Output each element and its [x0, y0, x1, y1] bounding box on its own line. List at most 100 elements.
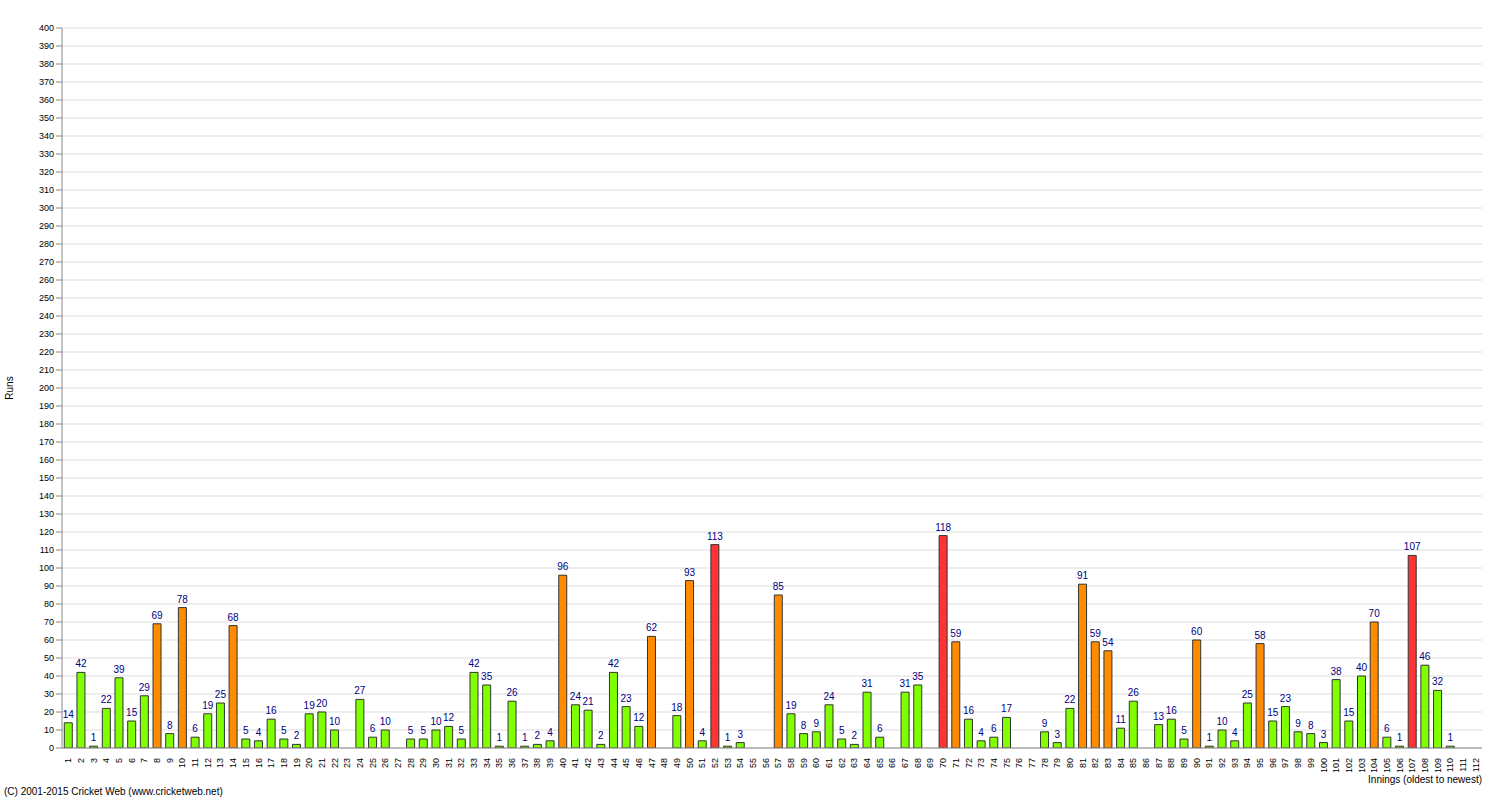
svg-text:52: 52 — [710, 758, 720, 768]
svg-text:210: 210 — [39, 365, 54, 375]
svg-text:34: 34 — [482, 758, 492, 768]
svg-text:42: 42 — [75, 658, 87, 669]
svg-text:82: 82 — [1090, 758, 1100, 768]
svg-text:69: 69 — [925, 758, 935, 768]
svg-text:15: 15 — [126, 707, 138, 718]
svg-text:24: 24 — [355, 758, 365, 768]
svg-text:112: 112 — [1471, 758, 1481, 772]
svg-text:20: 20 — [44, 707, 54, 717]
svg-text:70: 70 — [938, 758, 948, 768]
svg-text:11: 11 — [1115, 714, 1126, 725]
svg-text:54: 54 — [735, 758, 745, 768]
svg-text:92: 92 — [1217, 758, 1227, 768]
svg-text:60: 60 — [1191, 626, 1203, 637]
svg-text:15: 15 — [1343, 707, 1355, 718]
svg-text:16: 16 — [254, 758, 264, 768]
svg-text:98: 98 — [1293, 758, 1303, 768]
svg-text:53: 53 — [723, 758, 733, 768]
svg-text:6: 6 — [877, 723, 883, 734]
svg-text:1: 1 — [91, 732, 97, 743]
svg-text:38: 38 — [1331, 666, 1343, 677]
svg-text:260: 260 — [39, 275, 54, 285]
svg-text:150: 150 — [39, 473, 54, 483]
svg-text:19: 19 — [785, 700, 797, 711]
svg-text:2: 2 — [852, 730, 858, 741]
svg-text:2: 2 — [535, 730, 541, 741]
svg-text:93: 93 — [1230, 758, 1240, 768]
svg-text:70: 70 — [44, 617, 54, 627]
svg-text:109: 109 — [1433, 758, 1443, 772]
svg-text:55: 55 — [748, 758, 758, 768]
svg-text:10: 10 — [329, 716, 341, 727]
svg-text:4: 4 — [256, 727, 262, 738]
svg-text:2: 2 — [598, 730, 604, 741]
svg-text:93: 93 — [684, 567, 696, 578]
svg-text:87: 87 — [1154, 758, 1164, 768]
svg-text:75: 75 — [1002, 758, 1012, 768]
svg-text:35: 35 — [481, 671, 493, 682]
svg-text:103: 103 — [1357, 758, 1367, 772]
svg-text:3: 3 — [89, 758, 99, 763]
svg-text:4: 4 — [699, 727, 705, 738]
svg-text:66: 66 — [887, 758, 897, 768]
svg-text:59: 59 — [1090, 628, 1102, 639]
svg-text:32: 32 — [1432, 676, 1444, 687]
svg-text:40: 40 — [44, 671, 54, 681]
svg-text:17: 17 — [266, 758, 276, 768]
svg-text:23: 23 — [621, 693, 633, 704]
svg-text:Runs: Runs — [8, 376, 15, 399]
svg-text:21: 21 — [583, 696, 595, 707]
svg-text:6: 6 — [192, 723, 198, 734]
svg-text:250: 250 — [39, 293, 54, 303]
svg-text:9: 9 — [814, 718, 820, 729]
svg-text:40: 40 — [558, 758, 568, 768]
svg-text:88: 88 — [1166, 758, 1176, 768]
svg-text:120: 120 — [39, 527, 54, 537]
svg-text:95: 95 — [1255, 758, 1265, 768]
svg-text:1: 1 — [1397, 732, 1403, 743]
svg-text:3: 3 — [737, 729, 743, 740]
svg-text:320: 320 — [39, 167, 54, 177]
svg-text:50: 50 — [685, 758, 695, 768]
svg-text:280: 280 — [39, 239, 54, 249]
svg-text:1: 1 — [497, 732, 503, 743]
svg-text:33: 33 — [469, 758, 479, 768]
svg-text:104: 104 — [1369, 758, 1379, 772]
svg-text:350: 350 — [39, 113, 54, 123]
svg-text:80: 80 — [44, 599, 54, 609]
svg-text:1: 1 — [725, 732, 731, 743]
svg-text:48: 48 — [659, 758, 669, 768]
svg-text:40: 40 — [1356, 662, 1368, 673]
svg-text:100: 100 — [1319, 758, 1329, 772]
svg-text:22: 22 — [1064, 694, 1076, 705]
svg-text:110: 110 — [40, 545, 54, 555]
svg-text:89: 89 — [1179, 758, 1189, 768]
svg-text:39: 39 — [113, 664, 125, 675]
svg-text:64: 64 — [862, 758, 872, 768]
svg-text:25: 25 — [1242, 689, 1254, 700]
svg-text:10: 10 — [44, 725, 54, 735]
svg-text:20: 20 — [316, 698, 328, 709]
svg-text:57: 57 — [773, 758, 783, 768]
svg-text:4: 4 — [1232, 727, 1238, 738]
svg-text:67: 67 — [900, 758, 910, 768]
svg-text:180: 180 — [39, 419, 54, 429]
svg-text:12: 12 — [203, 758, 213, 768]
svg-text:60: 60 — [811, 758, 821, 768]
svg-text:29: 29 — [139, 682, 151, 693]
svg-text:23: 23 — [342, 758, 352, 768]
svg-text:24: 24 — [823, 691, 835, 702]
svg-text:41: 41 — [570, 758, 580, 768]
svg-text:11: 11 — [190, 758, 200, 767]
svg-text:118: 118 — [935, 522, 951, 533]
svg-text:240: 240 — [39, 311, 54, 321]
svg-text:59: 59 — [950, 628, 962, 639]
svg-text:46: 46 — [634, 758, 644, 768]
svg-text:15: 15 — [241, 758, 251, 768]
svg-text:32: 32 — [456, 758, 466, 768]
svg-text:4: 4 — [547, 727, 553, 738]
svg-text:101: 101 — [1331, 758, 1341, 772]
svg-text:5: 5 — [459, 725, 465, 736]
svg-text:94: 94 — [1242, 758, 1252, 768]
svg-text:10: 10 — [1216, 716, 1228, 727]
